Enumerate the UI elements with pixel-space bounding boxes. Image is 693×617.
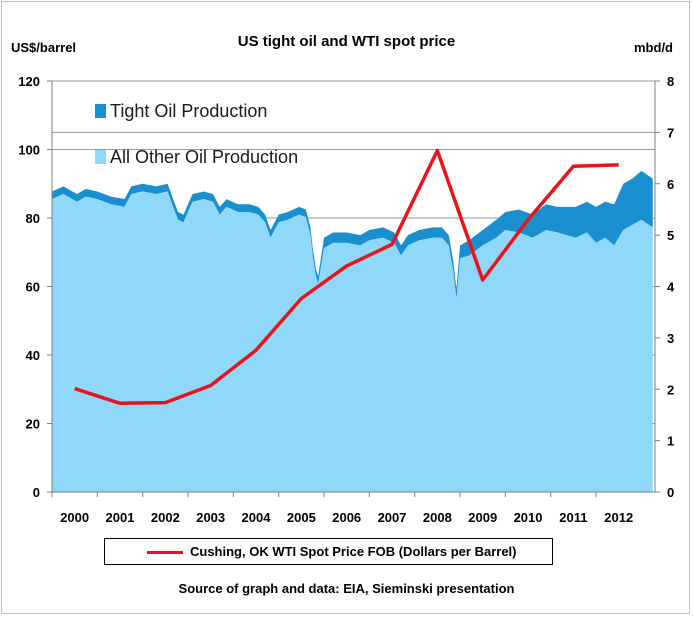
source-note: Source of graph and data: EIA, Sieminski… bbox=[178, 581, 515, 596]
x-tick-label: 2012 bbox=[604, 510, 633, 525]
left-tick-label: 60 bbox=[26, 280, 40, 295]
right-axis-ticks: 0 1 2 3 4 5 6 7 8 bbox=[655, 74, 675, 500]
production-areas bbox=[52, 170, 653, 493]
x-axis-ticks: 2000 2001 2002 2003 2004 2005 2006 2007 2008 2009… bbox=[51, 492, 633, 525]
x-tick-label: 2008 bbox=[423, 510, 452, 525]
inner-legend-swatch bbox=[95, 104, 106, 118]
x-tick-label: 2007 bbox=[378, 510, 407, 525]
x-tick-label: 2005 bbox=[287, 510, 316, 525]
right-tick-label: 3 bbox=[667, 331, 674, 346]
other-oil-area bbox=[52, 191, 653, 493]
inner-legend: Tight Oil Production All Other Oil Produc… bbox=[95, 101, 298, 167]
right-tick-label: 6 bbox=[667, 177, 674, 192]
inner-legend-label: All Other Oil Production bbox=[110, 147, 298, 167]
right-tick-label: 1 bbox=[667, 434, 674, 449]
legend: Cushing, OK WTI Spot Price FOB (Dollars … bbox=[104, 538, 553, 565]
left-tick-label: 20 bbox=[26, 417, 40, 432]
left-tick-label: 0 bbox=[33, 485, 40, 500]
left-tick-label: 40 bbox=[26, 348, 40, 363]
wti-price-series bbox=[74, 148, 619, 406]
x-tick-label: 2000 bbox=[60, 510, 89, 525]
x-tick-label: 2004 bbox=[242, 510, 272, 525]
left-axis-unit: US$/barrel bbox=[11, 40, 77, 55]
legend-swatch-wti bbox=[147, 551, 183, 554]
left-tick-label: 100 bbox=[18, 143, 40, 158]
right-axis-unit: mbd/d bbox=[634, 40, 673, 55]
x-tick-label: 2011 bbox=[559, 510, 587, 525]
right-tick-label: 8 bbox=[667, 74, 674, 89]
x-tick-label: 2003 bbox=[196, 510, 225, 525]
left-tick-label: 80 bbox=[26, 211, 40, 226]
left-axis-ticks: 0 20 40 60 80 100 120 bbox=[18, 74, 52, 500]
chart-title: US tight oil and WTI spot price bbox=[237, 33, 456, 50]
left-tick-label: 120 bbox=[18, 74, 40, 89]
right-tick-label: 7 bbox=[667, 125, 674, 140]
x-tick-label: 2002 bbox=[151, 510, 180, 525]
x-tick-label: 2010 bbox=[514, 510, 543, 525]
legend-label-wti: Cushing, OK WTI Spot Price FOB (Dollars … bbox=[190, 544, 517, 559]
right-tick-label: 0 bbox=[667, 485, 674, 500]
x-tick-label: 2006 bbox=[332, 510, 361, 525]
right-tick-label: 5 bbox=[667, 228, 674, 243]
wti-price-line bbox=[74, 148, 619, 406]
tight-oil-area bbox=[52, 170, 653, 300]
right-tick-label: 2 bbox=[667, 382, 674, 397]
inner-legend-label: Tight Oil Production bbox=[110, 101, 267, 121]
x-tick-label: 2009 bbox=[468, 510, 497, 525]
right-tick-label: 4 bbox=[667, 280, 675, 295]
inner-legend-swatch bbox=[95, 150, 106, 164]
x-tick-label: 2001 bbox=[106, 510, 135, 525]
